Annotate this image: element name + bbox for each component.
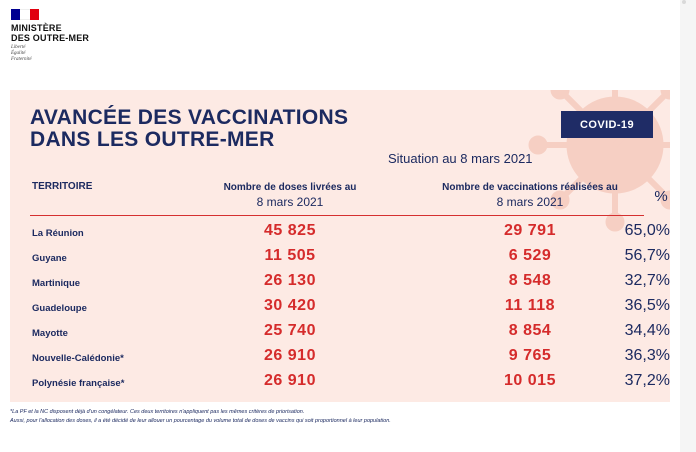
- territory-name: Guadeloupe: [32, 303, 87, 314]
- percent-value: 65,0%: [624, 222, 670, 239]
- table-row: Guadeloupe 30 420 11 118 36,5%: [10, 295, 670, 320]
- doses-value: 30 420: [264, 297, 316, 314]
- territory-name: Martinique: [32, 278, 81, 289]
- percent-value: 34,4%: [624, 322, 670, 339]
- doses-value: 11 505: [264, 247, 316, 264]
- header-doses: Nombre de doses livrées au 8 mars 2021: [205, 181, 375, 209]
- territory-name: Nouvelle-Calédonie*: [32, 353, 124, 364]
- vaccinations-value: 11 118: [504, 297, 556, 314]
- data-table: La Réunion 45 825 29 791 65,0% Guyane 11…: [10, 220, 670, 395]
- title-line-1: AVANCÉE DES VACCINATIONS: [30, 106, 349, 129]
- vaccinations-value: 10 015: [504, 372, 556, 389]
- ministry-line-2: DES OUTRE-MER: [11, 33, 90, 43]
- vaccinations-value: 29 791: [504, 222, 556, 239]
- doses-value: 45 825: [264, 222, 316, 239]
- footnote-line-1: *La PF et la NC disposent déjà d'un cong…: [10, 409, 305, 415]
- situation-date: Situation au 8 mars 2021: [388, 151, 533, 166]
- header-vaccinations-date: 8 mars 2021: [496, 195, 564, 209]
- territory-name: La Réunion: [32, 228, 84, 239]
- doses-value: 26 130: [264, 272, 316, 289]
- title-line-2: DANS LES OUTRE-MER: [30, 128, 275, 151]
- table-row: Martinique 26 130 8 548 32,7%: [10, 270, 670, 295]
- table-row: Mayotte 25 740 8 854 34,4%: [10, 320, 670, 345]
- vaccinations-value: 8 548: [508, 272, 552, 289]
- vaccinations-value: 8 854: [508, 322, 552, 339]
- table-row: La Réunion 45 825 29 791 65,0%: [10, 220, 670, 245]
- motto-liberte: Liberté: [11, 45, 26, 50]
- doses-value: 26 910: [264, 347, 316, 364]
- percent-value: 56,7%: [624, 247, 670, 264]
- footnote: *La PF et la NC disposent déjà d'un cong…: [10, 408, 391, 426]
- header-doses-date: 8 mars 2021: [256, 195, 324, 209]
- table-row: Guyane 11 505 6 529 56,7%: [10, 245, 670, 270]
- motto-egalite: Égalité: [11, 51, 26, 56]
- percent-value: 32,7%: [624, 272, 670, 289]
- header-percent: %: [654, 188, 668, 205]
- motto-fraternite: Fraternité: [11, 57, 32, 62]
- territory-name: Mayotte: [32, 328, 68, 339]
- header-doses-label: Nombre de doses livrées au: [223, 182, 357, 193]
- table-row: Nouvelle-Calédonie* 26 910 9 765 36,3%: [10, 345, 670, 370]
- header-vaccinations: Nombre de vaccinations réalisées au 8 ma…: [430, 181, 630, 209]
- percent-value: 37,2%: [624, 372, 670, 389]
- header-divider: [30, 215, 644, 216]
- footnote-line-2: Aussi, pour l'allocation des doses, il a…: [10, 418, 391, 424]
- republic-motto: Liberté Égalité Fraternité: [11, 45, 89, 63]
- vaccinations-value: 9 765: [508, 347, 552, 364]
- corner-dot: [682, 0, 686, 4]
- ministry-logo: MINISTÈRE DES OUTRE-MER Liberté Égalité …: [11, 9, 89, 63]
- page-title: AVANCÉE DES VACCINATIONS DANS LES OUTRE-…: [30, 107, 348, 151]
- doses-value: 26 910: [264, 372, 316, 389]
- doses-value: 25 740: [264, 322, 316, 339]
- vaccinations-value: 6 529: [508, 247, 552, 264]
- french-flag-icon: [11, 9, 39, 20]
- ministry-line-1: MINISTÈRE: [11, 23, 62, 33]
- territory-name: Polynésie française*: [32, 378, 125, 389]
- header-territory: TERRITOIRE: [32, 181, 93, 192]
- page-edge: [680, 0, 696, 452]
- territory-name: Guyane: [32, 253, 67, 264]
- header-vaccinations-label: Nombre de vaccinations réalisées au: [442, 182, 618, 193]
- ministry-name: MINISTÈRE DES OUTRE-MER: [11, 23, 89, 43]
- table-row: Polynésie française* 26 910 10 015 37,2%: [10, 370, 670, 395]
- percent-value: 36,3%: [624, 347, 670, 364]
- infographic-panel: AVANCÉE DES VACCINATIONS DANS LES OUTRE-…: [10, 90, 670, 402]
- percent-value: 36,5%: [624, 297, 670, 314]
- covid-badge: COVID-19: [561, 111, 653, 138]
